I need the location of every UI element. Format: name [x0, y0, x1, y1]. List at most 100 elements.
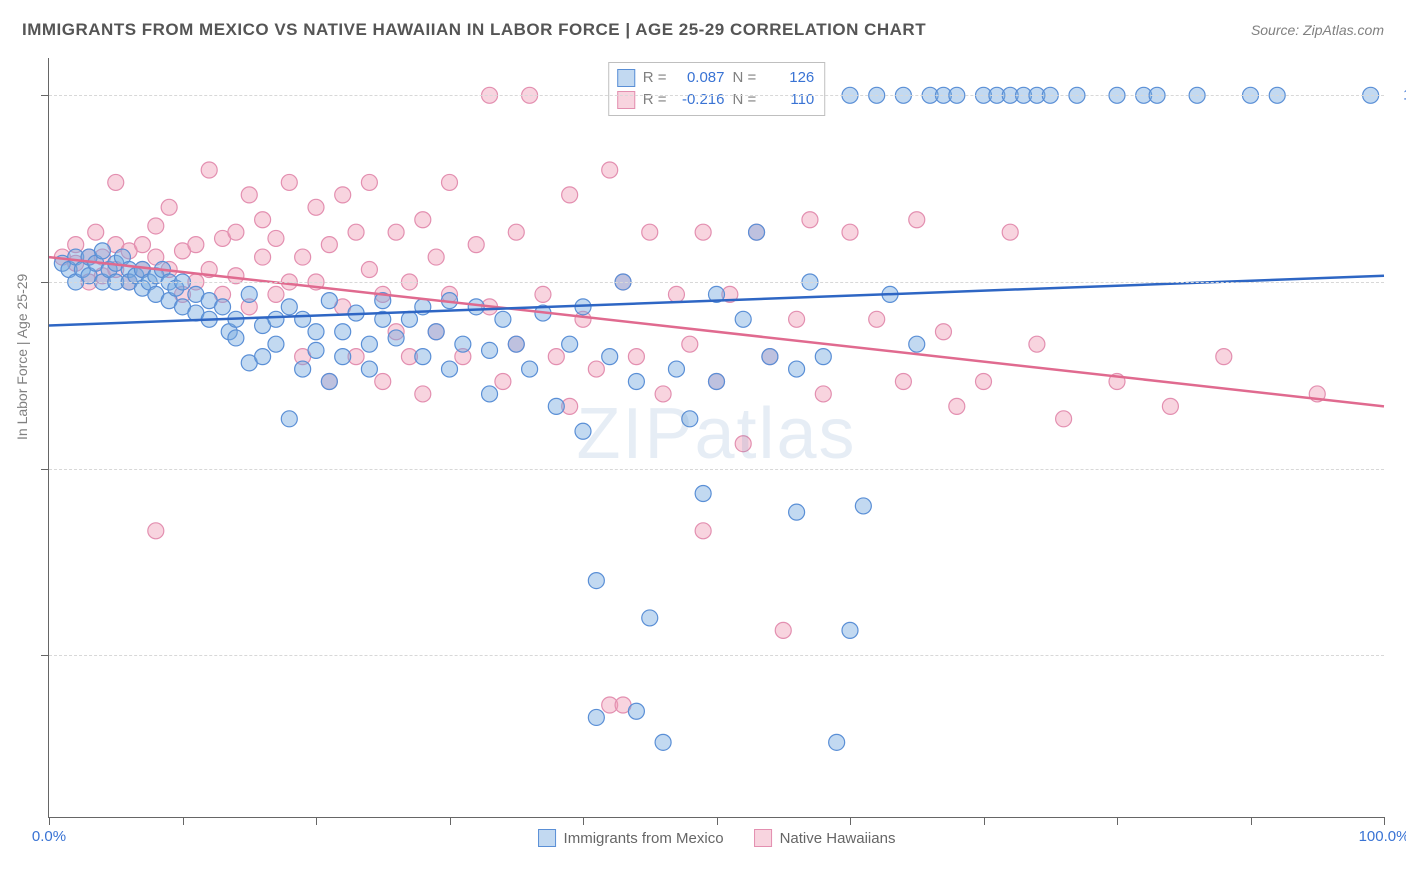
data-point [642, 610, 658, 626]
data-point [201, 162, 217, 178]
data-point [348, 224, 364, 240]
data-point [588, 709, 604, 725]
data-point [842, 224, 858, 240]
data-point [308, 324, 324, 340]
data-point [388, 330, 404, 346]
data-point [401, 311, 417, 327]
r-label: R = [643, 67, 667, 89]
data-point [935, 324, 951, 340]
data-point [295, 361, 311, 377]
legend-item-blue: Immigrants from Mexico [538, 829, 724, 847]
data-point [695, 523, 711, 539]
data-point [895, 374, 911, 390]
data-point [602, 162, 618, 178]
data-point [134, 237, 150, 253]
data-point [802, 212, 818, 228]
data-point [668, 361, 684, 377]
data-point [268, 336, 284, 352]
x-tick-label: 100.0% [1359, 828, 1406, 845]
data-point [442, 174, 458, 190]
legend-label-blue: Immigrants from Mexico [564, 830, 724, 847]
data-point [268, 230, 284, 246]
data-point [255, 249, 271, 265]
data-point [655, 734, 671, 750]
data-point [188, 237, 204, 253]
data-point [335, 187, 351, 203]
swatch-pink [617, 91, 635, 109]
data-point [1056, 411, 1072, 427]
pink-r-value: -0.216 [675, 89, 725, 111]
data-point [602, 349, 618, 365]
x-tick [717, 817, 718, 825]
x-tick [316, 817, 317, 825]
data-point [855, 498, 871, 514]
data-point [268, 311, 284, 327]
data-point [335, 324, 351, 340]
data-point [281, 411, 297, 427]
data-point [548, 349, 564, 365]
data-point [228, 224, 244, 240]
data-point [361, 262, 377, 278]
data-point [655, 386, 671, 402]
data-point [588, 573, 604, 589]
data-point [1216, 349, 1232, 365]
data-point [281, 174, 297, 190]
data-point [241, 286, 257, 302]
y-tick [41, 95, 49, 96]
data-point [668, 286, 684, 302]
data-point [94, 243, 110, 259]
data-point [815, 386, 831, 402]
data-point [548, 398, 564, 414]
x-tick [450, 817, 451, 825]
data-point [829, 734, 845, 750]
data-point [255, 349, 271, 365]
stats-row-blue: R = 0.087 N = 126 [617, 67, 815, 89]
data-point [695, 224, 711, 240]
stats-legend-box: R = 0.087 N = 126 R = -0.216 N = 110 [608, 62, 826, 116]
x-tick [850, 817, 851, 825]
data-point [1162, 398, 1178, 414]
source-attribution: Source: ZipAtlas.com [1251, 22, 1384, 38]
r-label: R = [643, 89, 667, 111]
data-point [335, 349, 351, 365]
data-point [909, 336, 925, 352]
swatch-pink [754, 829, 772, 847]
scatter-svg [49, 58, 1384, 817]
data-point [415, 386, 431, 402]
data-point [255, 212, 271, 228]
data-point [108, 174, 124, 190]
data-point [575, 423, 591, 439]
data-point [321, 237, 337, 253]
data-point [642, 224, 658, 240]
data-point [321, 374, 337, 390]
data-point [281, 299, 297, 315]
chart-title: IMMIGRANTS FROM MEXICO VS NATIVE HAWAIIA… [22, 20, 926, 40]
data-point [976, 374, 992, 390]
data-point [442, 361, 458, 377]
data-point [588, 361, 604, 377]
n-label: N = [733, 67, 757, 89]
x-tick [49, 817, 50, 825]
data-point [815, 349, 831, 365]
data-point [1029, 336, 1045, 352]
data-point [562, 187, 578, 203]
y-axis-title: In Labor Force | Age 25-29 [14, 274, 30, 440]
data-point [508, 224, 524, 240]
data-point [628, 374, 644, 390]
data-point [88, 224, 104, 240]
data-point [495, 311, 511, 327]
y-tick [41, 469, 49, 470]
data-point [869, 311, 885, 327]
data-point [562, 336, 578, 352]
data-point [695, 485, 711, 501]
data-point [308, 199, 324, 215]
data-point [482, 386, 498, 402]
data-point [321, 293, 337, 309]
data-point [148, 218, 164, 234]
data-point [468, 237, 484, 253]
x-tick [1251, 817, 1252, 825]
data-point [735, 311, 751, 327]
x-tick [1384, 817, 1385, 825]
x-tick-label: 0.0% [32, 828, 66, 845]
data-point [628, 703, 644, 719]
